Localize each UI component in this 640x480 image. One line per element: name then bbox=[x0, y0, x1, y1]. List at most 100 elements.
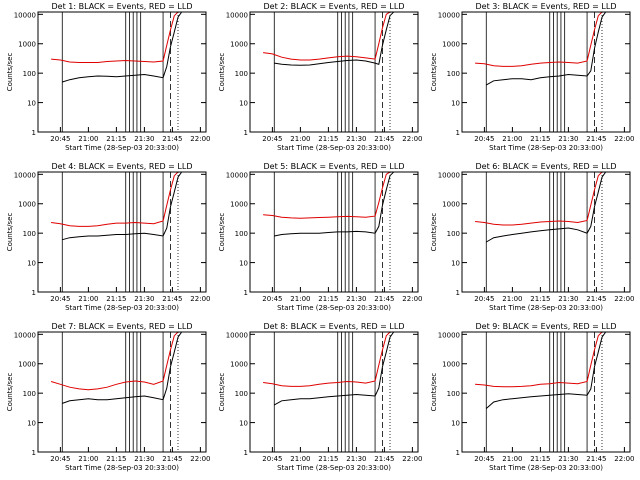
y-axis-label: Counts/sec bbox=[218, 213, 226, 252]
x-tick-label: 20:45 bbox=[474, 455, 494, 463]
x-tick-label: 21:30 bbox=[346, 455, 366, 463]
y-tick-label: 10000 bbox=[226, 171, 248, 179]
x-axis-label: Start Time (28-Sep-03 20:33:00) bbox=[277, 464, 391, 472]
y-tick-label: 10000 bbox=[226, 331, 248, 339]
x-tick-label: 22:00 bbox=[190, 455, 210, 463]
y-tick-label: 1 bbox=[32, 289, 36, 297]
series-events bbox=[486, 12, 610, 86]
series-lld bbox=[263, 332, 398, 387]
plot-frame bbox=[461, 171, 631, 293]
y-tick-label: 100 bbox=[235, 390, 248, 398]
x-tick-label: 21:30 bbox=[134, 455, 154, 463]
panel-title: Det 2: BLACK = Events, RED = LLD bbox=[264, 2, 405, 11]
plot-frame bbox=[461, 11, 631, 133]
x-tick-label: 21:15 bbox=[318, 455, 338, 463]
y-tick-label: 100 bbox=[447, 70, 460, 78]
y-tick-label: 10 bbox=[27, 260, 36, 268]
panel-det-4: Det 4: BLACK = Events, RED = LLD 1 10 100 10… bbox=[6, 162, 210, 312]
plot-frame bbox=[37, 331, 207, 453]
series-lld bbox=[51, 172, 186, 227]
x-tick-label: 21:45 bbox=[374, 455, 394, 463]
y-tick-label: 10 bbox=[239, 420, 248, 428]
y-tick-label: 10 bbox=[451, 100, 460, 108]
x-tick-label: 22:00 bbox=[614, 135, 634, 143]
x-axis-label: Start Time (28-Sep-03 20:33:00) bbox=[277, 144, 391, 152]
y-tick-label: 100 bbox=[23, 390, 36, 398]
panel-data bbox=[475, 12, 610, 132]
x-tick-label: 21:30 bbox=[558, 455, 578, 463]
y-tick-label: 100 bbox=[447, 390, 460, 398]
y-tick-label: 1 bbox=[456, 129, 460, 137]
y-tick-label: 10 bbox=[27, 420, 36, 428]
panel-det-8: Det 8: BLACK = Events, RED = LLD 1 10 100 10… bbox=[218, 322, 422, 472]
x-tick-label: 21:00 bbox=[290, 295, 310, 303]
x-tick-label: 21:00 bbox=[78, 455, 98, 463]
panel-det-5: Det 5: BLACK = Events, RED = LLD 1 10 100 10… bbox=[218, 162, 422, 312]
series-events bbox=[62, 172, 186, 241]
y-tick-label: 10 bbox=[27, 100, 36, 108]
y-tick-label: 10000 bbox=[14, 171, 36, 179]
x-tick-label: 22:00 bbox=[190, 135, 210, 143]
x-tick-label: 21:30 bbox=[558, 135, 578, 143]
x-tick-label: 22:00 bbox=[402, 295, 422, 303]
y-tick-label: 10000 bbox=[438, 171, 460, 179]
x-tick-label: 20:45 bbox=[50, 455, 70, 463]
x-tick-label: 21:15 bbox=[530, 295, 550, 303]
panel-title: Det 6: BLACK = Events, RED = LLD bbox=[476, 162, 617, 171]
x-tick-label: 21:00 bbox=[502, 455, 522, 463]
series-lld bbox=[475, 332, 610, 388]
y-axis-label: Counts/sec bbox=[6, 373, 14, 412]
x-tick-label: 22:00 bbox=[190, 295, 210, 303]
panel-det-9: Det 9: BLACK = Events, RED = LLD 1 10 100 10… bbox=[430, 322, 634, 472]
series-lld bbox=[475, 12, 610, 67]
plot-frame bbox=[249, 11, 419, 133]
x-tick-label: 22:00 bbox=[402, 135, 422, 143]
panel-det-1: Det 1: BLACK = Events, RED = LLD 1 10 100 10… bbox=[6, 2, 210, 152]
y-axis-label: Counts/sec bbox=[218, 53, 226, 92]
x-tick-label: 21:45 bbox=[586, 295, 606, 303]
y-tick-label: 10 bbox=[239, 100, 248, 108]
series-events bbox=[274, 12, 398, 66]
x-tick-label: 21:00 bbox=[502, 135, 522, 143]
y-tick-label: 1 bbox=[456, 289, 460, 297]
y-tick-label: 1000 bbox=[18, 201, 36, 209]
plot-frame bbox=[37, 11, 207, 133]
y-tick-label: 1 bbox=[244, 289, 248, 297]
panel-title: Det 3: BLACK = Events, RED = LLD bbox=[476, 2, 617, 11]
x-tick-label: 20:45 bbox=[474, 295, 494, 303]
x-tick-label: 22:00 bbox=[614, 455, 634, 463]
x-tick-label: 21:30 bbox=[134, 135, 154, 143]
panel-data bbox=[263, 332, 398, 452]
y-axis-label: Counts/sec bbox=[218, 373, 226, 412]
y-tick-label: 1 bbox=[456, 449, 460, 457]
series-lld bbox=[263, 172, 398, 219]
panel-det-3: Det 3: BLACK = Events, RED = LLD 1 10 100 10… bbox=[430, 2, 634, 152]
x-axis-label: Start Time (28-Sep-03 20:33:00) bbox=[489, 304, 603, 312]
panel-data bbox=[263, 12, 398, 132]
panel-title: Det 4: BLACK = Events, RED = LLD bbox=[52, 162, 193, 171]
y-axis-label: Counts/sec bbox=[430, 53, 438, 92]
y-tick-label: 100 bbox=[235, 230, 248, 238]
series-events bbox=[486, 172, 610, 243]
panel-det-2: Det 2: BLACK = Events, RED = LLD 1 10 100 10… bbox=[218, 2, 422, 152]
panel-title: Det 7: BLACK = Events, RED = LLD bbox=[52, 322, 193, 331]
x-tick-label: 20:45 bbox=[262, 295, 282, 303]
y-tick-label: 10000 bbox=[438, 331, 460, 339]
y-axis-label: Counts/sec bbox=[6, 213, 14, 252]
series-events bbox=[62, 12, 186, 83]
series-events bbox=[485, 332, 610, 409]
y-axis-label: Counts/sec bbox=[430, 213, 438, 252]
x-tick-label: 21:15 bbox=[106, 455, 126, 463]
x-axis-label: Start Time (28-Sep-03 20:33:00) bbox=[65, 144, 179, 152]
series-events bbox=[274, 172, 398, 237]
series-lld bbox=[50, 332, 186, 391]
y-tick-label: 1000 bbox=[442, 361, 460, 369]
series-events bbox=[62, 332, 186, 404]
plot-frame bbox=[249, 171, 419, 293]
series-lld bbox=[475, 172, 610, 226]
y-tick-label: 1 bbox=[244, 449, 248, 457]
y-tick-label: 10000 bbox=[438, 11, 460, 19]
x-tick-label: 21:15 bbox=[530, 455, 550, 463]
y-tick-label: 100 bbox=[23, 230, 36, 238]
